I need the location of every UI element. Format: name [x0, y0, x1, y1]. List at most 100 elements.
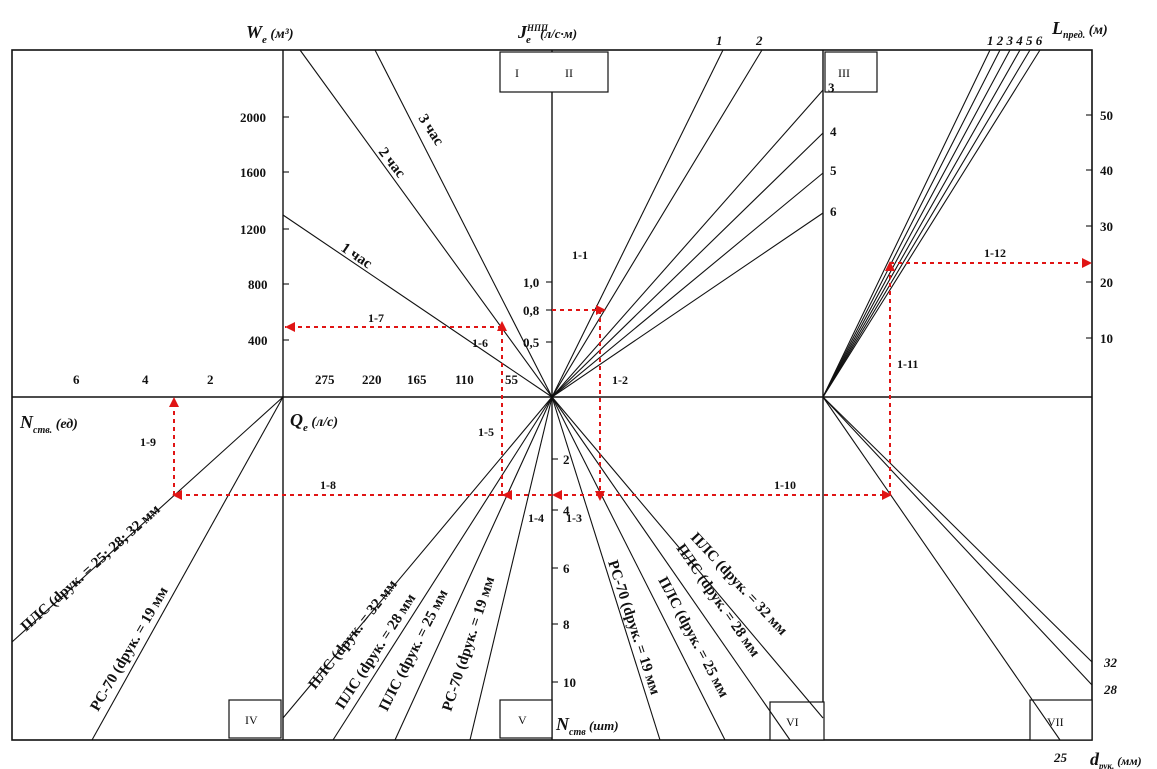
n-bottom-tick-6: 6	[563, 561, 570, 576]
curve-vii-25	[822, 396, 1061, 741]
l-axis-ticks: 50 40 30 20 10	[1086, 108, 1113, 346]
arrow-1-9	[169, 397, 179, 407]
l-tick-30: 30	[1100, 219, 1113, 234]
n-left-axis-ticks: 6 4 2	[73, 372, 214, 387]
d-bottom-title: dрук. (мм)	[1090, 749, 1142, 769]
arrow-1-8	[172, 490, 182, 500]
q-tick-165: 165	[407, 372, 427, 387]
curve-2-hour	[299, 49, 553, 398]
arrow-1-1	[596, 305, 606, 315]
label-iii-top: 1 2 3 4 5 6	[987, 33, 1043, 48]
n-bottom-tick-8: 8	[563, 617, 570, 632]
d-right-ticks: 32 28 25	[1053, 655, 1118, 765]
quadrant-label-1: I	[515, 66, 519, 80]
n-left-tick-4: 4	[142, 372, 149, 387]
arrow-1-11	[885, 261, 895, 271]
curve-iii-4	[822, 49, 1021, 398]
label-iii-5: 5	[830, 163, 837, 178]
label-ii-1: 1	[716, 33, 723, 48]
q-tick-275: 275	[315, 372, 335, 387]
step-1-12: 1-12	[984, 246, 1006, 260]
curve-v-pls32	[282, 396, 553, 719]
quadrant-label-3: III	[838, 66, 850, 80]
label-iii-4: 4	[830, 124, 837, 139]
n-bottom-tick-4: 4	[563, 503, 570, 518]
curve-vii-32	[822, 396, 1093, 663]
n-bottom-tick-2: 2	[563, 452, 570, 467]
curve-iv-rs70	[91, 396, 284, 741]
curve-iii-2	[822, 49, 1001, 398]
w-tick-800: 800	[248, 277, 268, 292]
label-ii-2: 2	[755, 33, 763, 48]
quadrant-label-7: VII	[1047, 715, 1064, 729]
curve-v-rs70	[469, 396, 553, 741]
step-1-8: 1-8	[320, 478, 336, 492]
step-1-9: 1-9	[140, 435, 156, 449]
j-axis-title: JНПП е (л/с·м)	[517, 22, 577, 46]
curve-iii-6	[822, 49, 1041, 398]
l-axis-title: Lпред. (м)	[1051, 18, 1108, 41]
curve-vi-pls28	[551, 396, 791, 741]
arrow-1-2	[595, 491, 605, 501]
l-tick-40: 40	[1100, 163, 1113, 178]
step-1-3: 1-3	[566, 511, 582, 525]
quadrant-box-5	[499, 699, 553, 739]
step-1-5: 1-5	[478, 425, 494, 439]
label-iii-3: 3	[828, 80, 835, 95]
curve-ii-1	[551, 49, 724, 398]
curve-iii-1	[822, 49, 991, 398]
l-tick-10: 10	[1100, 331, 1113, 346]
j-tick-1-0: 1,0	[523, 275, 539, 290]
arrow-1-6	[502, 490, 512, 500]
curve-ii-3	[551, 89, 824, 398]
w-tick-400: 400	[248, 333, 268, 348]
q-tick-55: 55	[505, 372, 519, 387]
curve-vi-pls32	[551, 396, 824, 719]
curve-vi-pls25	[551, 396, 726, 741]
d-tick-25: 25	[1053, 750, 1068, 765]
quadrant-box-1-2	[499, 51, 609, 93]
j-tick-0-8: 0,8	[523, 303, 540, 318]
w-axis-title: Wе (м³)	[246, 22, 294, 46]
label-1-hour: 1 час	[338, 240, 375, 272]
curve-iii-3	[822, 49, 1011, 398]
w-axis-ticks: 2000 1600 1200 800 400	[240, 110, 289, 348]
w-tick-2000: 2000	[240, 110, 266, 125]
quadrant-box-7	[1029, 699, 1093, 741]
arrow-1-5	[497, 321, 507, 331]
n-left-tick-2: 2	[207, 372, 214, 387]
curve-ii-4	[551, 132, 824, 398]
curve-ii-5	[551, 172, 824, 398]
curve-3-hour	[374, 49, 553, 398]
quadrant-label-4: IV	[245, 713, 258, 727]
q-tick-220: 220	[362, 372, 382, 387]
label-3-hour: 3 час	[415, 111, 447, 148]
label-2-hour: 2 час	[375, 145, 409, 182]
quadrant-label-6: VI	[786, 715, 799, 729]
q-axis-title: Qе (л/с)	[290, 410, 338, 434]
curve-iv-pls	[11, 396, 284, 643]
step-1-6: 1-6	[472, 336, 488, 350]
q-axis-ticks: 275 220 165 110 55	[315, 372, 519, 387]
label-iii-6: 6	[830, 204, 837, 219]
curve-vii-28	[822, 396, 1093, 686]
n-left-tick-6: 6	[73, 372, 80, 387]
arrow-1-4	[552, 490, 562, 500]
n-bottom-tick-10: 10	[563, 675, 576, 690]
n-stv-left-title: Nств. (ед)	[19, 412, 78, 436]
quadrant-box-4	[228, 699, 282, 739]
curve-ii-2	[551, 49, 763, 398]
d-tick-32: 32	[1103, 655, 1118, 670]
curve-v-pls25	[394, 396, 553, 741]
arrow-1-10	[882, 490, 892, 500]
quadrant-box-3	[824, 51, 878, 93]
j-axis-ticks: 1,0 0,8 0,5	[523, 275, 552, 350]
quadrant-label-2: II	[565, 66, 573, 80]
step-1-4: 1-4	[528, 511, 544, 525]
curve-ii-6	[551, 212, 824, 398]
label-iv-rs70: РС-70 (dрук. = 19 мм	[88, 584, 172, 714]
w-tick-1600: 1600	[240, 165, 266, 180]
step-1-2: 1-2	[612, 373, 628, 387]
d-tick-28: 28	[1103, 682, 1118, 697]
arrow-1-12	[1082, 258, 1092, 268]
